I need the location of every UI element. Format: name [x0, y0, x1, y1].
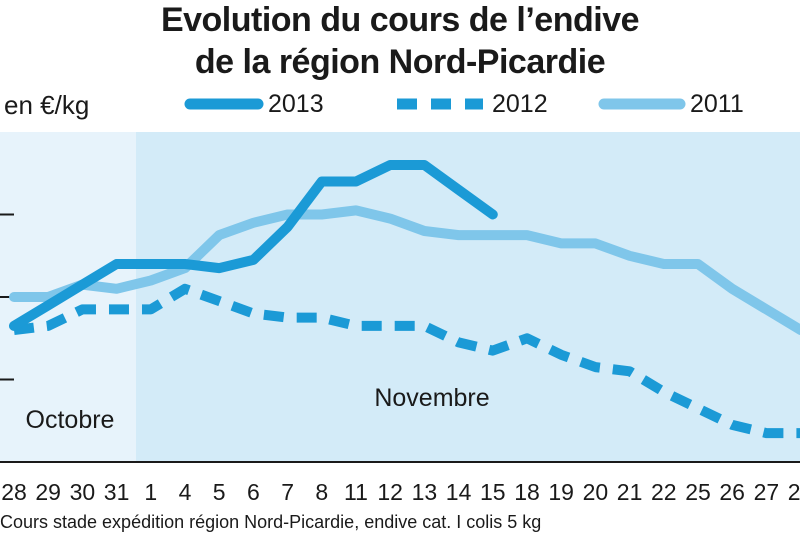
month-label-novembre: Novembre: [374, 384, 489, 412]
x-tick-label: 15: [480, 479, 506, 505]
x-tick-label: 14: [446, 479, 472, 505]
x-tick-label: 29: [35, 479, 61, 505]
x-tick-label: 30: [70, 479, 96, 505]
legend-label-2013: 2013: [268, 90, 324, 118]
x-tick-label: 26: [719, 479, 745, 505]
x-tick-label: 6: [247, 479, 260, 505]
x-tick-label: 7: [281, 479, 294, 505]
legend-label-2012: 2012: [492, 90, 548, 118]
legend-label-2011: 2011: [690, 90, 744, 118]
x-tick-label: 12: [377, 479, 403, 505]
x-tick-label: 8: [315, 479, 328, 505]
x-tick-label: 28: [788, 479, 800, 505]
chart-title-line-2: de la région Nord-Picardie: [194, 43, 606, 81]
series-line-2011: [9, 205, 800, 335]
x-tick-label: 31: [104, 479, 130, 505]
x-tick-label: 22: [651, 479, 677, 505]
x-tick-label: 11: [344, 479, 368, 505]
month-label-octobre: Octobre: [26, 406, 115, 434]
x-tick-label: 19: [548, 479, 574, 505]
x-tick-label: 5: [213, 479, 226, 505]
x-tick-label: 21: [617, 479, 643, 505]
series-line-2013: [9, 160, 498, 331]
chart-footnote: Cours stade expédition région Nord-Picar…: [0, 512, 542, 532]
plot-background-novembre: [136, 132, 800, 462]
x-tick-label: 20: [583, 479, 609, 505]
x-tick-label: 18: [514, 479, 540, 505]
x-tick-label: 25: [685, 479, 711, 505]
x-tick-label: 1: [144, 479, 157, 505]
x-tick-label: 13: [412, 479, 438, 505]
series-line-2012: [13, 283, 800, 439]
x-tick-label: 27: [754, 479, 780, 505]
x-tick-label: 4: [179, 479, 192, 505]
y-axis-unit-label: en €/kg: [4, 90, 90, 120]
x-tick-label: 28: [1, 479, 27, 505]
chart-title-line-1: Evolution du cours de l’endive: [160, 1, 640, 39]
